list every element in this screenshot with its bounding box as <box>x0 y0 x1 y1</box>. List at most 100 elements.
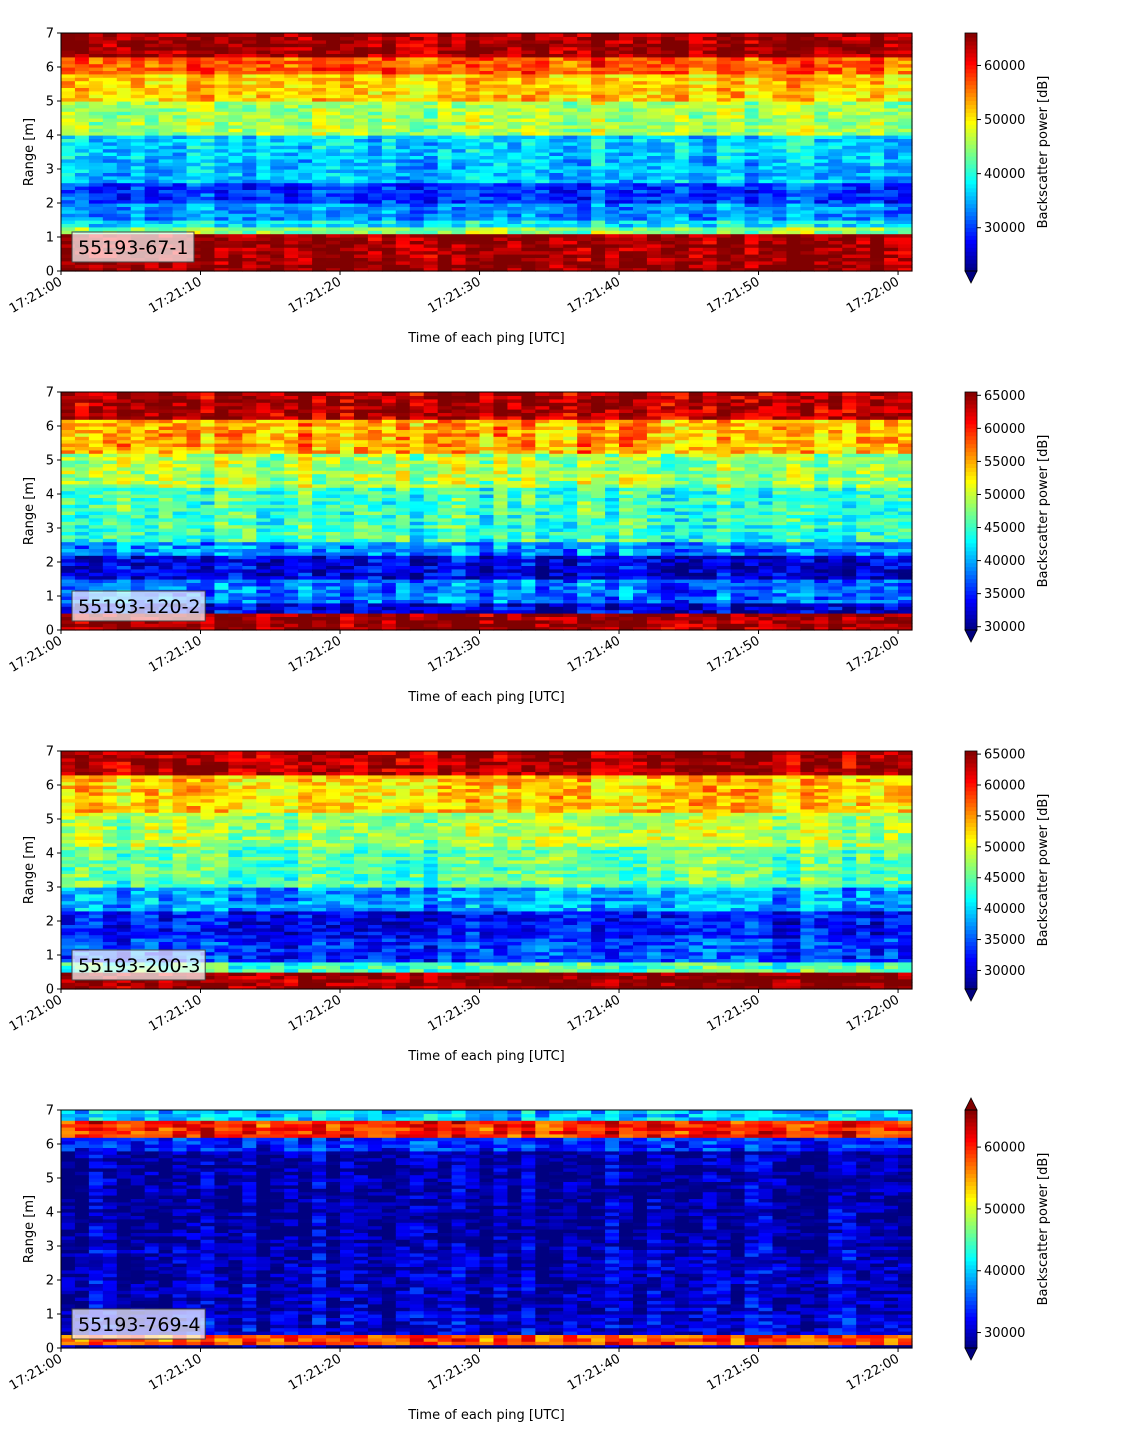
colorbar-tick-label: 30000 <box>984 1326 1025 1341</box>
colorbar-tick-label: 30000 <box>984 964 1025 979</box>
x-tick-label: 17:21:10 <box>146 633 204 675</box>
y-tick-label: 1 <box>46 1308 54 1323</box>
y-tick-label: 5 <box>46 1172 54 1187</box>
colorbar-tick-label: 65000 <box>984 748 1025 763</box>
x-axis-label: Time of each ping [UTC] <box>407 1049 565 1064</box>
x-tick-label: 17:21:50 <box>704 274 762 316</box>
y-tick-label: 4 <box>46 847 54 862</box>
x-tick-label: 17:21:20 <box>286 633 344 675</box>
y-tick-label: 6 <box>46 420 54 435</box>
colorbar-tick-label: 50000 <box>984 840 1025 855</box>
x-tick-label: 17:21:00 <box>7 1351 65 1393</box>
x-tick-label: 17:21:50 <box>704 992 762 1034</box>
y-tick-label: 3 <box>46 881 54 896</box>
y-tick-label: 3 <box>46 1240 54 1255</box>
x-tick-label: 17:21:50 <box>704 1351 762 1393</box>
x-tick-label: 17:21:20 <box>286 1351 344 1393</box>
colorbar-tick-label: 60000 <box>984 422 1025 437</box>
colorbar-tick-label: 50000 <box>984 488 1025 503</box>
colorbar-tick-label: 45000 <box>984 871 1025 886</box>
colorbar-label: Backscatter power [dB] <box>1036 794 1051 947</box>
x-tick-label: 17:21:00 <box>7 992 65 1034</box>
x-tick-label: 17:21:10 <box>146 992 204 1034</box>
panel-label-box: 55193-120-2 <box>72 591 205 621</box>
x-tick-label: 17:21:30 <box>425 1351 483 1393</box>
colorbar-extend-min <box>965 271 977 283</box>
x-tick-label: 17:21:50 <box>704 633 762 675</box>
colorbar-tick-label: 40000 <box>984 902 1025 917</box>
y-tick-label: 6 <box>46 61 54 76</box>
panel-label: 55193-769-4 <box>78 1314 201 1336</box>
y-tick-label: 7 <box>46 386 54 401</box>
y-tick-label: 1 <box>46 231 54 246</box>
x-tick-label: 17:21:30 <box>425 992 483 1034</box>
y-tick-label: 2 <box>46 915 54 930</box>
y-tick-label: 5 <box>46 813 54 828</box>
colorbar-tick-label: 30000 <box>984 221 1025 236</box>
colorbar-tick-label: 40000 <box>984 1264 1025 1279</box>
y-tick-label: 2 <box>46 556 54 571</box>
panel-label: 55193-200-3 <box>78 955 201 977</box>
y-tick-label: 6 <box>46 779 54 794</box>
colorbar-extend-max <box>965 1098 977 1110</box>
colorbar-tick-label: 55000 <box>984 809 1025 824</box>
y-tick-label: 4 <box>46 1206 54 1221</box>
x-tick-label: 17:21:40 <box>565 1351 623 1393</box>
y-tick-label: 3 <box>46 522 54 537</box>
colorbar-extend-min <box>965 989 977 1001</box>
colorbar-tick-label: 60000 <box>984 779 1025 794</box>
colorbar-extend-min <box>965 630 977 642</box>
x-tick-label: 17:22:00 <box>844 633 902 675</box>
colorbar-extend-min <box>965 1348 977 1360</box>
x-tick-label: 17:21:40 <box>565 633 623 675</box>
x-tick-label: 17:21:40 <box>565 992 623 1034</box>
x-tick-label: 17:21:10 <box>146 274 204 316</box>
y-tick-label: 6 <box>46 1138 54 1153</box>
x-tick-label: 17:21:00 <box>7 274 65 316</box>
x-tick-label: 17:21:00 <box>7 633 65 675</box>
colorbar-tick-label: 65000 <box>984 389 1025 404</box>
y-axis-label: Range [m] <box>22 118 37 186</box>
x-axis-label: Time of each ping [UTC] <box>407 331 565 346</box>
y-tick-label: 4 <box>46 488 54 503</box>
x-tick-label: 17:22:00 <box>844 1351 902 1393</box>
colorbar-tick-label: 55000 <box>984 455 1025 470</box>
colorbar-tick-label: 35000 <box>984 933 1025 948</box>
x-tick-label: 17:21:20 <box>286 992 344 1034</box>
y-axis-label: Range [m] <box>22 1195 37 1263</box>
y-tick-label: 5 <box>46 95 54 110</box>
y-tick-label: 2 <box>46 197 54 212</box>
colorbar-label: Backscatter power [dB] <box>1036 76 1051 229</box>
panel-label-box: 55193-200-3 <box>72 950 205 980</box>
x-tick-label: 17:22:00 <box>844 992 902 1034</box>
y-tick-label: 7 <box>46 1104 54 1119</box>
x-axis-label: Time of each ping [UTC] <box>407 690 565 705</box>
x-tick-label: 17:21:20 <box>286 274 344 316</box>
x-tick-label: 17:21:10 <box>146 1351 204 1393</box>
colorbar-tick-label: 50000 <box>984 1202 1025 1217</box>
colorbar-tick-label: 30000 <box>984 620 1025 635</box>
colorbar-tick-label: 50000 <box>984 113 1025 128</box>
colorbar-tick-label: 40000 <box>984 554 1025 569</box>
y-tick-label: 3 <box>46 163 54 178</box>
y-tick-label: 7 <box>46 745 54 760</box>
colorbar-tick-label: 45000 <box>984 521 1025 536</box>
y-axis-label: Range [m] <box>22 836 37 904</box>
y-tick-label: 1 <box>46 590 54 605</box>
x-tick-label: 17:21:40 <box>565 274 623 316</box>
panel-label-box: 55193-769-4 <box>72 1309 205 1339</box>
y-tick-label: 7 <box>46 27 54 42</box>
colorbar-label: Backscatter power [dB] <box>1036 1153 1051 1306</box>
x-tick-label: 17:22:00 <box>844 274 902 316</box>
y-axis-label: Range [m] <box>22 477 37 545</box>
panel-label: 55193-67-1 <box>78 237 188 259</box>
colorbar-label: Backscatter power [dB] <box>1036 435 1051 588</box>
panel-label: 55193-120-2 <box>78 596 201 618</box>
